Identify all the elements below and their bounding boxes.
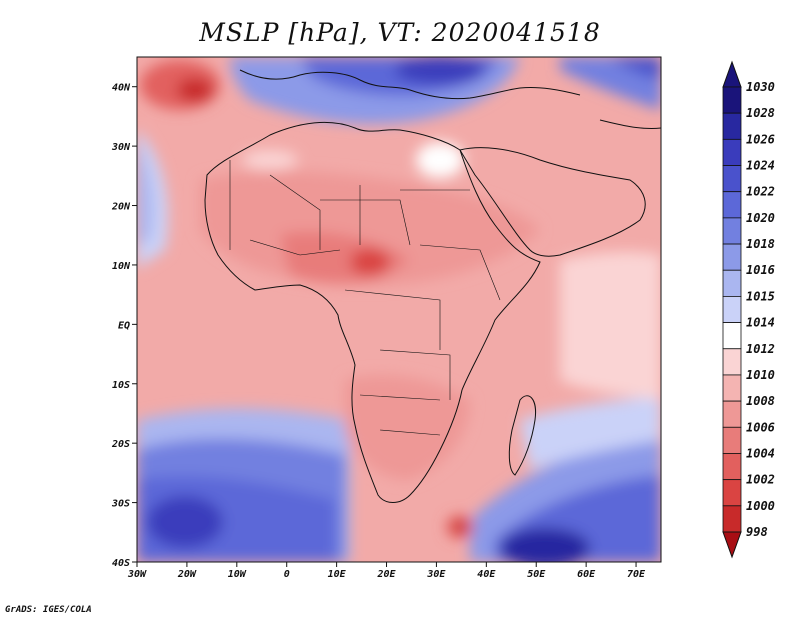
colorbar-label: 1022 <box>746 185 775 199</box>
lon-tick-label: 30W <box>127 569 147 580</box>
lat-tick-label: 30N <box>111 142 131 153</box>
lat-tick-label: 40N <box>112 83 131 94</box>
colorbar-swatch <box>722 112 742 140</box>
colorbar-label: 1010 <box>746 368 775 382</box>
colorbar-label: 1012 <box>746 342 775 356</box>
colorbar-swatch <box>722 191 742 219</box>
lat-tick-label: 20S <box>111 439 130 450</box>
colorbar-label: 1028 <box>746 106 775 120</box>
colorbar-swatch <box>722 453 742 481</box>
colorbar-swatch <box>722 165 742 193</box>
colorbar-label: 1024 <box>746 159 775 173</box>
colorbar-swatch <box>722 217 742 245</box>
pressure-field <box>137 57 661 562</box>
lon-tick-label: 0 <box>284 569 290 580</box>
colorbar-swatch <box>722 374 742 402</box>
lon-tick-label: 60E <box>577 569 596 580</box>
colorbar-swatch <box>722 426 742 454</box>
colorbar-label: 1006 <box>746 420 775 434</box>
lat-tick-label: 30S <box>111 499 130 510</box>
colorbar-label: 1002 <box>746 473 775 487</box>
lon-tick-label: 20E <box>376 569 396 580</box>
colorbar-swatch <box>722 243 742 271</box>
colorbar-min-arrow <box>722 531 742 559</box>
lon-tick-label: 50E <box>527 569 546 580</box>
lon-tick-label: 10E <box>328 569 347 580</box>
lat-tick-label: 20N <box>111 202 131 213</box>
lon-tick-label: 20W <box>177 569 197 580</box>
colorbar-swatch <box>722 138 742 166</box>
lon-tick-label: 40E <box>477 569 496 580</box>
lat-tick-label: 40S <box>112 558 130 569</box>
colorbar-label: 1004 <box>746 446 775 460</box>
colorbar-label: 1015 <box>746 289 775 303</box>
lat-tick-label: 10S <box>112 380 130 391</box>
colorbar-swatch <box>722 86 742 114</box>
colorbar-max-arrow <box>722 60 742 88</box>
colorbar-label: 1000 <box>746 499 775 513</box>
colorbar-label: 1008 <box>746 394 775 408</box>
colorbar-label: 998 <box>746 525 768 539</box>
colorbar-swatch <box>722 269 742 297</box>
lat-tick-label: EQ <box>118 320 130 331</box>
colorbar-label: 1014 <box>746 316 775 330</box>
colorbar-label: 1020 <box>746 211 775 225</box>
colorbar-swatch <box>722 348 742 376</box>
credit-text: GrADS: IGES/COLA <box>5 605 92 615</box>
latitude-ticks: 40N 30N 20N 10N EQ 10S 20S 30S 40S <box>111 83 137 569</box>
longitude-ticks: 30W 20W 10W 0 10E 20E 30E 40E 50E 60E 70E <box>127 562 646 580</box>
lat-tick-label: 10N <box>112 261 131 272</box>
colorbar: 1030 1028 1026 1024 1022 1020 1018 1016 1015 1014… <box>722 60 775 559</box>
colorbar-label: 1026 <box>746 132 775 146</box>
colorbar-swatch <box>722 296 742 323</box>
map-title: MSLP [hPa], VT: 2020041518 <box>199 18 601 47</box>
colorbar-swatch <box>722 400 742 428</box>
map-frame <box>136 56 662 563</box>
colorbar-swatch <box>722 322 742 350</box>
lon-tick-label: 30E <box>426 569 446 580</box>
colorbar-swatch <box>722 479 742 507</box>
colorbar-swatch <box>722 505 742 533</box>
colorbar-label: 1016 <box>746 263 775 277</box>
colorbar-label: 1030 <box>746 80 775 94</box>
colorbar-label: 1018 <box>746 237 775 251</box>
lon-tick-label: 10W <box>228 569 247 580</box>
lon-tick-label: 70E <box>627 569 646 580</box>
